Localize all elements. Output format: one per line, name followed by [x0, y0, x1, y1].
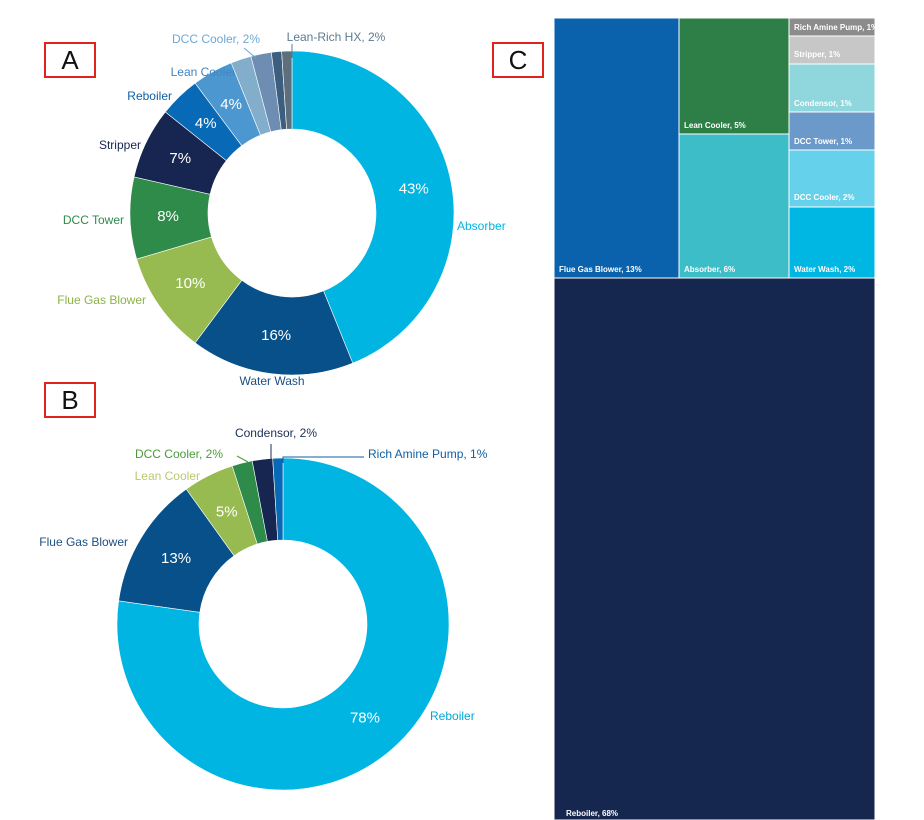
slice-label-lean-rich-hx: Lean-Rich HX, 2%	[287, 30, 386, 44]
tile-label-reboiler-68: Reboiler, 68%	[566, 809, 618, 818]
slice-label-dcc-cooler: DCC Cooler, 2%	[172, 32, 260, 46]
tile-label-lean-cooler-5: Lean Cooler, 5%	[684, 121, 746, 130]
tile-label-absorber-6: Absorber, 6%	[684, 265, 735, 274]
tile-condensor-1	[788, 63, 876, 113]
slice-percent-dcc-tower: 8%	[157, 208, 179, 225]
slice-percent-flue-gas-blower: 10%	[175, 275, 205, 292]
leader-line-b-2	[282, 456, 364, 463]
slice-label-absorber: Absorber	[457, 219, 506, 233]
slice-percent-reboiler: 78%	[350, 709, 380, 726]
leader-line-b-0	[236, 455, 249, 463]
slice-label-lean-cooler: Lean Cooler	[171, 65, 236, 79]
tile-label-condensor-1: Condensor, 1%	[794, 99, 852, 108]
tile-stripper-1	[788, 35, 876, 65]
treemap-chart-c: Flue Gas Blower, 13% Lean Cooler, 5% Absor…	[553, 17, 878, 820]
slice-label-water-wash: Water Wash	[239, 374, 304, 388]
slice-percent-lean-cooler: 4%	[220, 96, 242, 113]
slice-percent-absorber: 43%	[399, 180, 429, 197]
slice-label-condensor: Condensor, 2%	[235, 426, 317, 440]
tile-flue-gas-blower-13	[553, 17, 680, 279]
slice-label-flue-gas-blower: Flue Gas Blower	[39, 535, 128, 549]
panel-tag-a: A	[44, 42, 96, 78]
slice-percent-water-wash: 16%	[261, 327, 291, 344]
slice-label-dcc-tower: DCC Tower	[63, 213, 124, 227]
tile-reboiler-68	[553, 277, 876, 820]
slice-rich-amine-pump	[272, 457, 284, 541]
slice-percent-lean-cooler: 5%	[216, 503, 238, 520]
slice-label-reboiler: Reboiler	[127, 89, 172, 103]
slice-label-rich-amine-pump: Rich Amine Pump, 1%	[368, 447, 488, 461]
slice-label-stripper: Stripper	[99, 138, 141, 152]
leader-line-a-0	[243, 47, 257, 59]
tile-label-dcc-cooler-2: DCC Cooler, 2%	[794, 193, 854, 202]
tile-dcc-tower-1	[788, 111, 876, 151]
donut-chart-a: 43% Absorber 16% Water Wash 10% Flue Gas Blow…	[57, 30, 505, 388]
slice-percent-stripper: 7%	[169, 150, 191, 167]
slice-reboiler	[116, 457, 450, 791]
slice-percent-reboiler: 4%	[195, 115, 217, 132]
tile-label-stripper-1: Stripper, 1%	[794, 50, 840, 59]
tile-lean-cooler-5	[678, 17, 790, 135]
tile-label-rich-amine-pump-1: Rich Amine Pump, 1%	[794, 23, 878, 32]
slice-lean-rich-hx	[281, 50, 293, 130]
slice-label-dcc-cooler: DCC Cooler, 2%	[135, 447, 223, 461]
slice-label-flue-gas-blower: Flue Gas Blower	[57, 293, 146, 307]
tile-label-flue-gas-blower-13: Flue Gas Blower, 13%	[559, 265, 642, 274]
tile-label-water-wash-2: Water Wash, 2%	[794, 265, 855, 274]
panel-tag-b: B	[44, 382, 96, 418]
donut-chart-b: 78% Reboiler 13% Flue Gas Blower 5% Lean Cool…	[39, 426, 488, 791]
slice-label-lean-cooler: Lean Cooler	[135, 469, 200, 483]
tile-dcc-cooler-2	[788, 149, 876, 208]
tile-label-dcc-tower-1: DCC Tower, 1%	[794, 137, 852, 146]
slice-label-reboiler: Reboiler	[430, 709, 475, 723]
panel-tag-c: C	[492, 42, 544, 78]
slice-percent-flue-gas-blower: 13%	[161, 550, 191, 567]
tile-absorber-6	[678, 133, 790, 279]
slice-absorber	[291, 50, 455, 364]
